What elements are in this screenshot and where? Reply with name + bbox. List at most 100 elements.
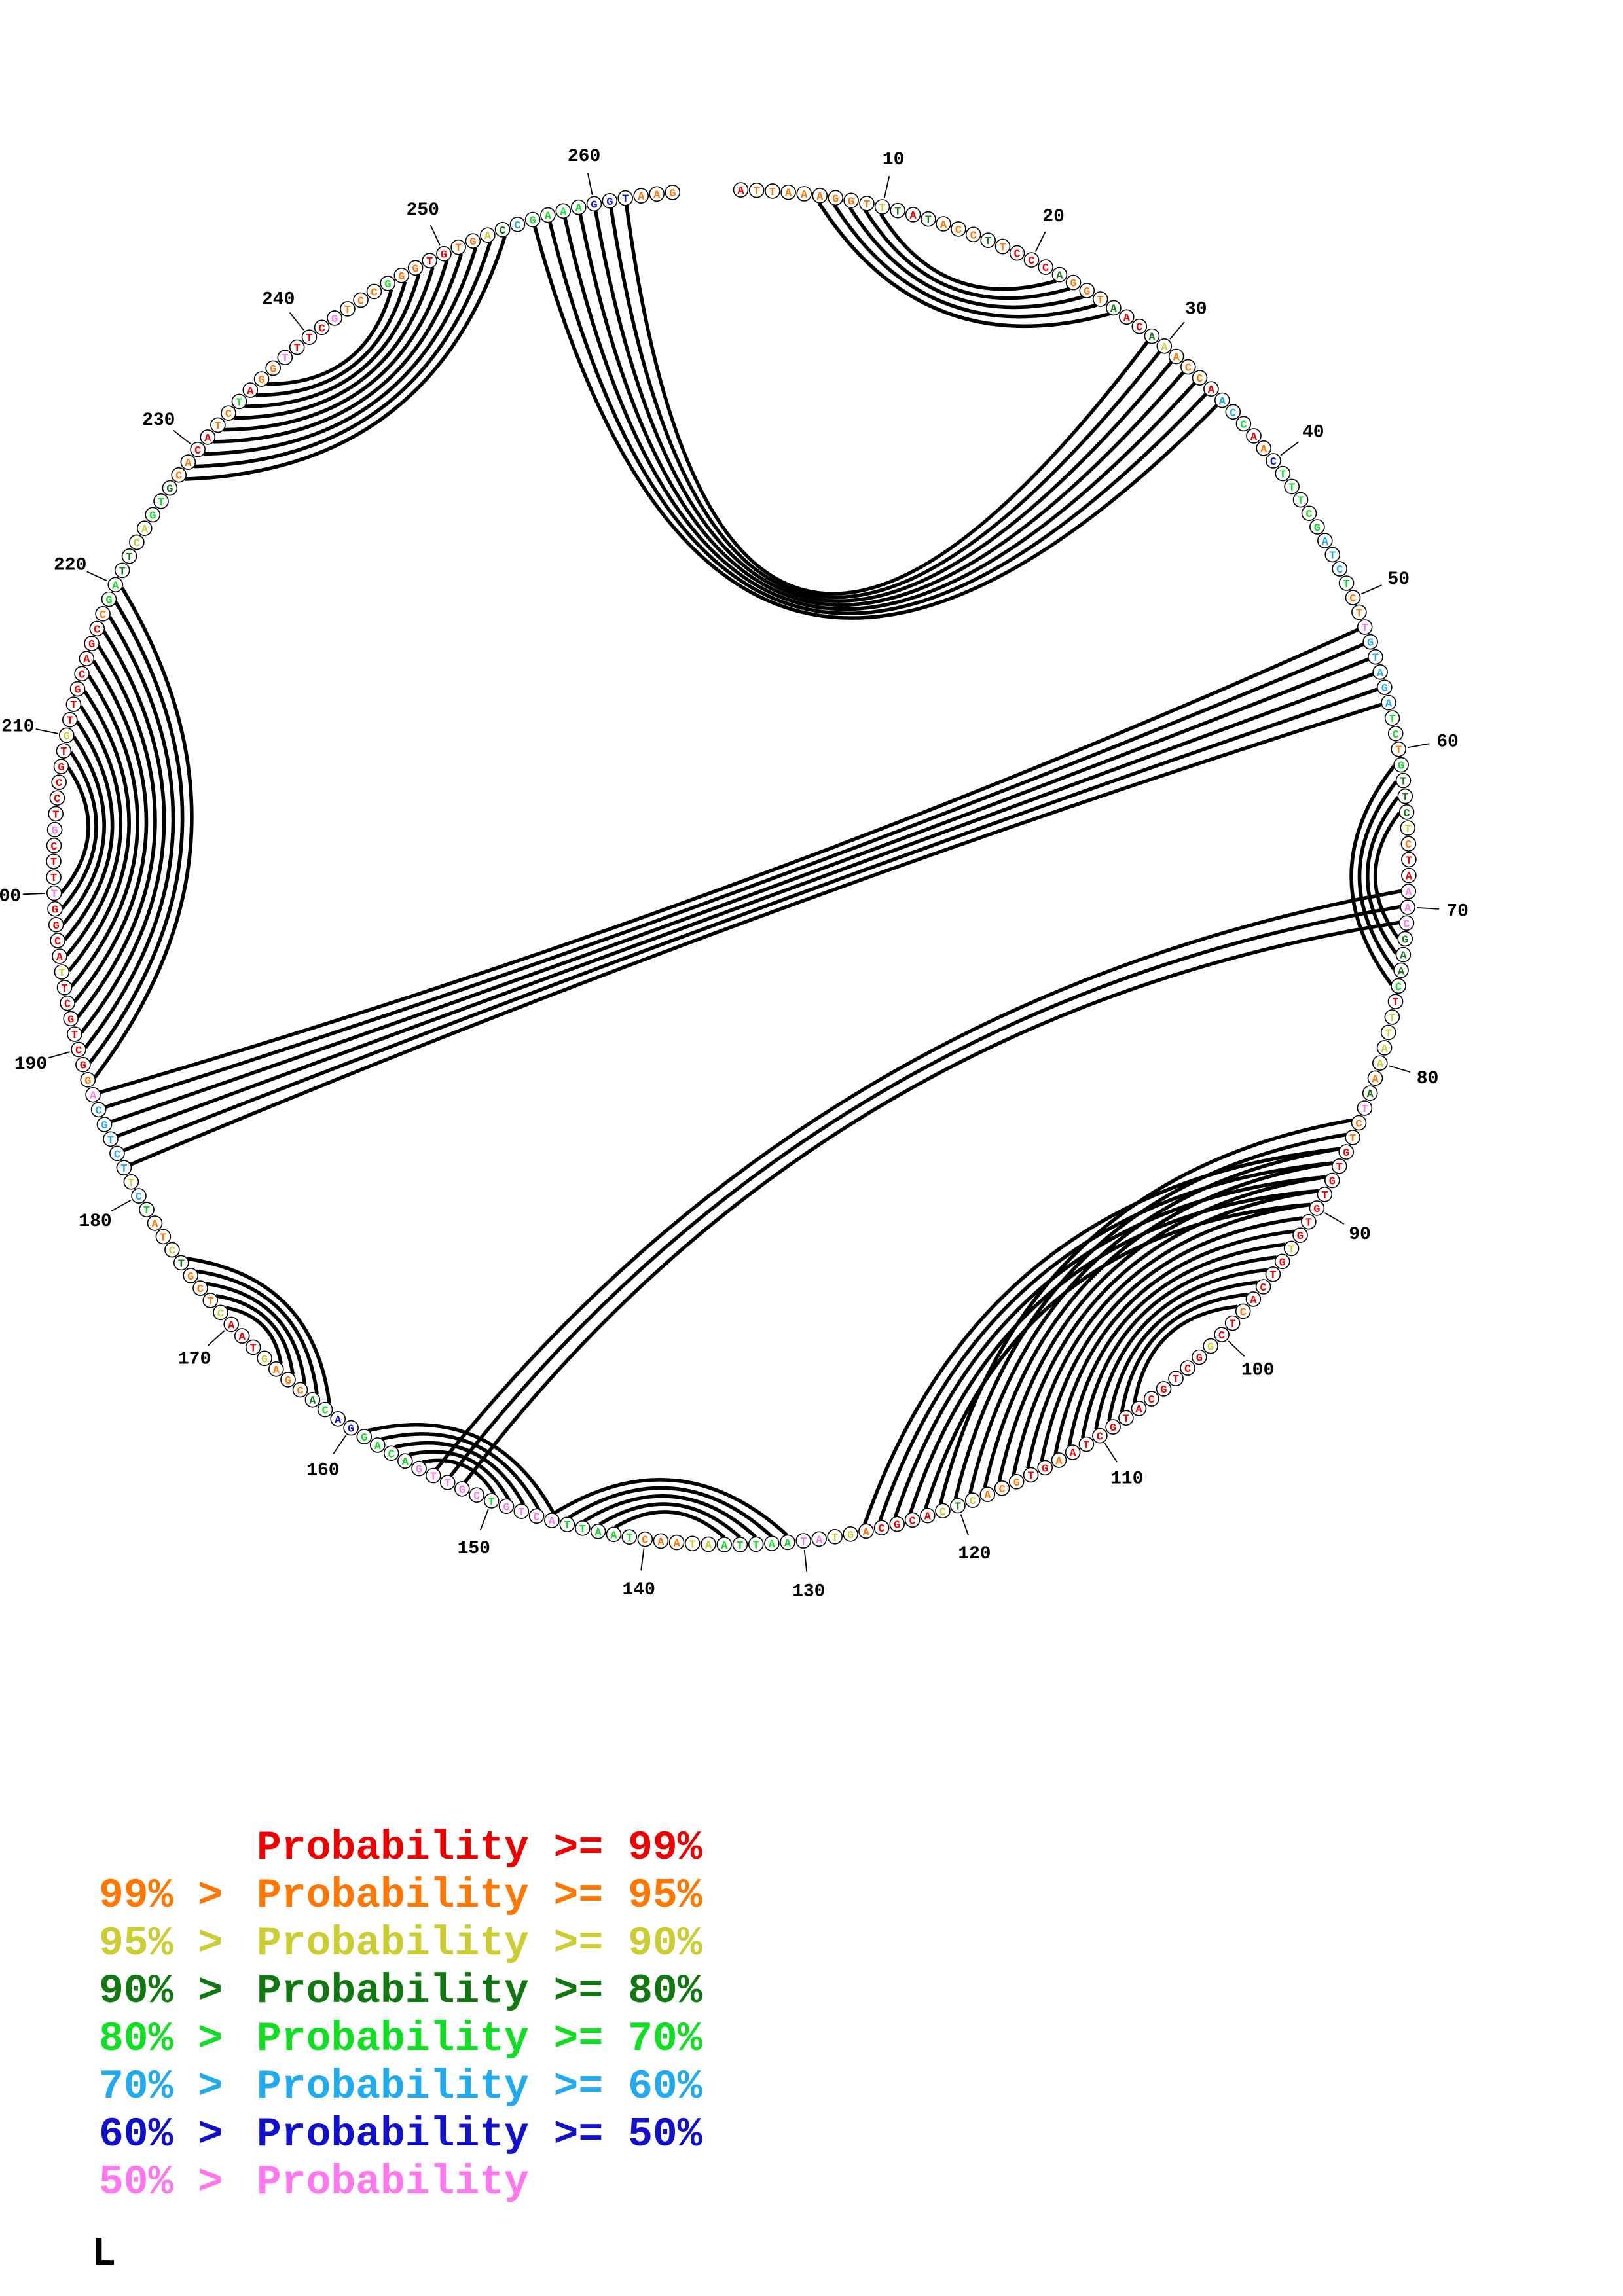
position-tick-label: 250 (407, 200, 439, 221)
nucleotide-circle (494, 221, 511, 238)
nucleotide-circle (1384, 1009, 1400, 1025)
base-pair-arc (968, 1147, 1340, 1494)
nucleotide-letter: T (70, 700, 77, 712)
base-pair-arc (225, 1306, 283, 1365)
nucleotide-letter: G (361, 1432, 367, 1444)
nucleotide-letter: T (689, 1539, 696, 1551)
nucleotide-circle (101, 591, 117, 607)
base-pair-arc (583, 1494, 757, 1539)
nucleotide-letter: C (1405, 839, 1412, 852)
nucleotide-circle (1180, 1360, 1195, 1376)
nucleotide-circle (764, 1535, 780, 1551)
nucleotide-circle (1203, 1338, 1218, 1354)
nucleotide-circle (1317, 1187, 1333, 1202)
base-pair-arc (1067, 1242, 1286, 1447)
position-tick-label: 130 (792, 1582, 825, 1602)
nucleotide-letter: C (94, 624, 100, 636)
nucleotide-letter: C (54, 793, 60, 806)
nucleotide-circle (465, 233, 481, 249)
legend-row-7-text: Probability (257, 2159, 529, 2206)
nucleotide-circle (353, 292, 369, 308)
nucleotide-circle (79, 651, 95, 667)
nucleotide-letter: T (282, 353, 288, 365)
nucleotide-letter: T (61, 983, 67, 996)
nucleotide-circle (1393, 757, 1409, 773)
nucleotide-letter: A (239, 1331, 246, 1344)
nucleotide-circle (439, 1475, 456, 1490)
base-pair-arc-layer (60, 202, 1402, 1539)
nucleotide-letter: T (128, 1177, 134, 1190)
nucleotide-circle (1393, 962, 1409, 978)
nucleotide-circle (668, 1534, 685, 1551)
nucleotide-circle (192, 1280, 208, 1296)
nucleotide-letter: A (1404, 903, 1412, 915)
nucleotide-circle (109, 1145, 125, 1162)
nucleotide-letter: T (1361, 1103, 1368, 1116)
base-pair-arc (625, 205, 1149, 596)
nucleotide-circle (1214, 392, 1230, 408)
nucleotide-circle (555, 203, 572, 219)
nucleotide-circle (780, 184, 796, 200)
nucleotide-circle (46, 838, 62, 853)
nucleotide-letter: T (1083, 1440, 1089, 1452)
nucleotide-letter: T (1400, 776, 1406, 789)
nucleotide-circle (1131, 1401, 1147, 1416)
nucleotide-circle (1235, 416, 1252, 432)
nucleotide-letter: T (879, 202, 885, 215)
nucleotide-letter: A (83, 654, 90, 666)
nucleotide-letter: A (785, 188, 792, 200)
tick-leader-line (1324, 1212, 1345, 1225)
nucleotide-circle (411, 1460, 427, 1477)
nucleotide-circle (1156, 338, 1173, 354)
base-pair-arc (196, 1269, 319, 1395)
legend-row-3-left: 90% > (99, 1968, 223, 2015)
nucleotide-circle (811, 1531, 827, 1547)
nucleotide-circle (905, 207, 921, 223)
nucleotide-circle (54, 964, 70, 980)
nucleotide-letter: C (1240, 419, 1247, 431)
nucleotide-circle (71, 1041, 86, 1058)
nucleotide-letter: A (56, 952, 64, 964)
nucleotide-letter: A (1377, 668, 1384, 680)
nucleotide-letter: A (575, 203, 583, 215)
nucleotide-circle (436, 245, 452, 262)
base-pair-arc (1080, 1255, 1277, 1439)
nucleotide-letter: G (52, 905, 58, 917)
nucleotide-circle (1255, 1279, 1271, 1295)
nucleotide-circle (397, 1453, 413, 1469)
nucleotide-circle (1324, 547, 1340, 563)
nucleotide-letter: T (160, 1232, 166, 1244)
nucleotide-circle (1292, 492, 1309, 508)
tick-leader-line (479, 1509, 489, 1531)
nucleotide-circle (748, 1536, 764, 1552)
nucleotide-letter: G (348, 1424, 354, 1436)
nucleotide-circle (48, 917, 64, 933)
nucleotide-circle (575, 1520, 591, 1536)
nucleotide-circle (1357, 619, 1373, 635)
nucleotide-circle (1351, 1115, 1367, 1131)
base-pair-arc (80, 630, 166, 1034)
nucleotide-letter: T (626, 1532, 632, 1545)
tick-leader-line (86, 571, 107, 582)
nucleotide-circle (52, 948, 67, 964)
nucleotide-circle (1078, 1436, 1095, 1452)
base-pair-arc (924, 1202, 1311, 1509)
nucleotide-letter: G (64, 730, 70, 743)
legend-row-5-left: 70% > (99, 2064, 223, 2110)
nucleotide-circle (56, 980, 73, 996)
nucleotide-circle (1380, 1024, 1396, 1041)
nucleotide-circle (46, 853, 62, 869)
tick-leader-line (48, 1051, 70, 1059)
base-pair-arc (394, 1441, 526, 1506)
nucleotide-letter: T (1343, 579, 1349, 591)
base-pair-arc (1040, 1216, 1303, 1462)
base-pair-arc (223, 259, 449, 432)
base-pair-arc (422, 1458, 496, 1496)
tick-leader-line (1407, 743, 1430, 749)
nucleotide-circle (450, 239, 466, 255)
nucleotide-circle (1391, 741, 1406, 757)
nucleotide-letter: A (1173, 352, 1180, 365)
base-pair-arc (67, 689, 131, 973)
nucleotide-circle (173, 1255, 189, 1271)
nucleotide-circle (796, 186, 812, 202)
